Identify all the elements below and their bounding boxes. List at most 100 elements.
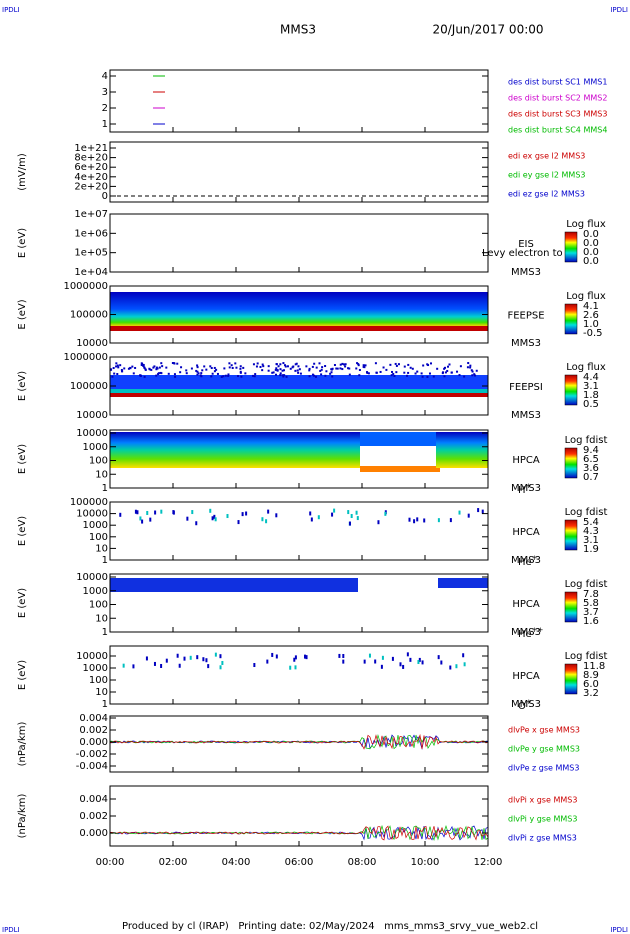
spectrogram xyxy=(416,517,419,522)
spectrogram xyxy=(342,653,345,658)
spectrogram xyxy=(389,363,392,366)
spectrogram xyxy=(358,368,361,371)
spectrogram xyxy=(146,510,149,515)
y-tick-label: 1000000 xyxy=(63,281,108,292)
spacecraft-label: MMS3 xyxy=(511,483,541,494)
spectrogram xyxy=(219,665,222,670)
spectrogram xyxy=(463,375,466,378)
x-tick-label: 12:00 xyxy=(474,857,503,868)
legend-entry: edi ey gse l2 MMS3 xyxy=(508,171,586,180)
spectrogram xyxy=(185,369,188,372)
spectrogram xyxy=(443,375,446,378)
spectrogram xyxy=(196,373,199,376)
panel-frame xyxy=(109,141,489,203)
spectrogram xyxy=(255,365,258,368)
colorbar-tick-label: 1.9 xyxy=(583,544,599,555)
spectrogram xyxy=(448,363,451,366)
y-tick-label: 4 xyxy=(102,71,108,82)
spectrogram xyxy=(195,521,198,526)
colorbar-tick-label: 5.4 xyxy=(583,517,599,528)
spectrogram xyxy=(281,374,284,377)
y-tick-label: 10000 xyxy=(76,509,108,520)
spectrogram xyxy=(271,371,274,374)
spectrogram xyxy=(283,364,286,367)
charge: + xyxy=(532,554,538,562)
colorbar xyxy=(564,447,578,479)
spectrogram xyxy=(320,373,323,376)
spectrogram xyxy=(283,374,286,377)
y-axis-label: E (eV) xyxy=(17,444,28,474)
colorbar-tick-label: 6.5 xyxy=(583,454,599,465)
spectrogram xyxy=(399,662,402,667)
spectrogram xyxy=(344,363,347,366)
spectrogram xyxy=(224,374,227,377)
spectrogram xyxy=(467,513,470,518)
spectrogram xyxy=(362,364,365,367)
spectrogram xyxy=(282,369,285,372)
spectrogram xyxy=(119,364,122,367)
spectrogram xyxy=(426,375,429,378)
spectrogram xyxy=(458,374,461,377)
spectrogram xyxy=(308,375,311,378)
spectrogram xyxy=(275,513,278,518)
spectrogram xyxy=(279,363,282,366)
spectrogram xyxy=(339,367,342,370)
legend-entry: des dist burst SC1 MMS1 xyxy=(508,78,607,87)
spectrogram xyxy=(477,508,480,513)
colorbar-tick-label: 2.6 xyxy=(583,310,599,321)
y-tick-label: -0.002 xyxy=(76,749,108,760)
spectrogram xyxy=(252,363,255,366)
colorbar-tick-label: 6.0 xyxy=(583,679,599,690)
spectrogram xyxy=(360,466,440,472)
spectrogram xyxy=(148,368,151,371)
species: O xyxy=(518,701,526,712)
spectrogram xyxy=(308,369,311,372)
spectrogram xyxy=(391,656,394,661)
spectrogram xyxy=(286,365,289,368)
spectrogram xyxy=(245,511,248,516)
spectrogram xyxy=(261,363,264,366)
x-tick-label: 06:00 xyxy=(285,857,314,868)
spectrogram xyxy=(467,362,470,365)
spectrogram xyxy=(131,365,134,368)
spectrogram xyxy=(279,372,282,375)
spectrogram xyxy=(127,367,130,370)
spectrogram xyxy=(110,389,488,393)
spectrogram xyxy=(324,374,327,377)
species: He xyxy=(518,629,532,640)
y-tick-label: 2e+20 xyxy=(74,181,108,192)
spectrogram xyxy=(140,364,143,367)
panel-frame xyxy=(109,715,489,773)
y-tick-label: 0 xyxy=(102,191,108,202)
spectrogram xyxy=(310,517,313,522)
legend-entry: dlvPi y gse MMS3 xyxy=(508,815,577,824)
spectrogram xyxy=(297,371,300,374)
colorbar-tick-label: 5.8 xyxy=(583,598,599,609)
spectrogram xyxy=(444,366,447,369)
spectrogram xyxy=(469,366,472,369)
spectrogram xyxy=(196,370,199,373)
spectrogram xyxy=(144,368,147,371)
y-tick-label: 4e+20 xyxy=(74,172,108,183)
spectrogram xyxy=(157,372,160,375)
spectrogram xyxy=(462,653,465,658)
spectrogram xyxy=(417,660,420,665)
spectrogram xyxy=(391,370,394,373)
spectrogram xyxy=(382,366,385,369)
spectrogram xyxy=(211,516,214,521)
panel-frame xyxy=(109,69,489,133)
spectrogram xyxy=(275,363,278,366)
spectrogram xyxy=(422,364,425,367)
spectrogram xyxy=(153,661,156,666)
spectrogram xyxy=(256,362,259,365)
y-tick-label: -0.004 xyxy=(76,761,108,772)
x-tick-label: 04:00 xyxy=(222,857,251,868)
colorbar-tick-label: 0.5 xyxy=(583,399,599,410)
spectrogram xyxy=(196,655,199,660)
spectrogram xyxy=(441,371,444,374)
spectrogram xyxy=(274,368,277,371)
spectrogram xyxy=(211,372,214,375)
spectrogram xyxy=(342,659,345,664)
spectrogram xyxy=(325,370,328,373)
colorbar-tick-label: -0.5 xyxy=(583,328,603,339)
